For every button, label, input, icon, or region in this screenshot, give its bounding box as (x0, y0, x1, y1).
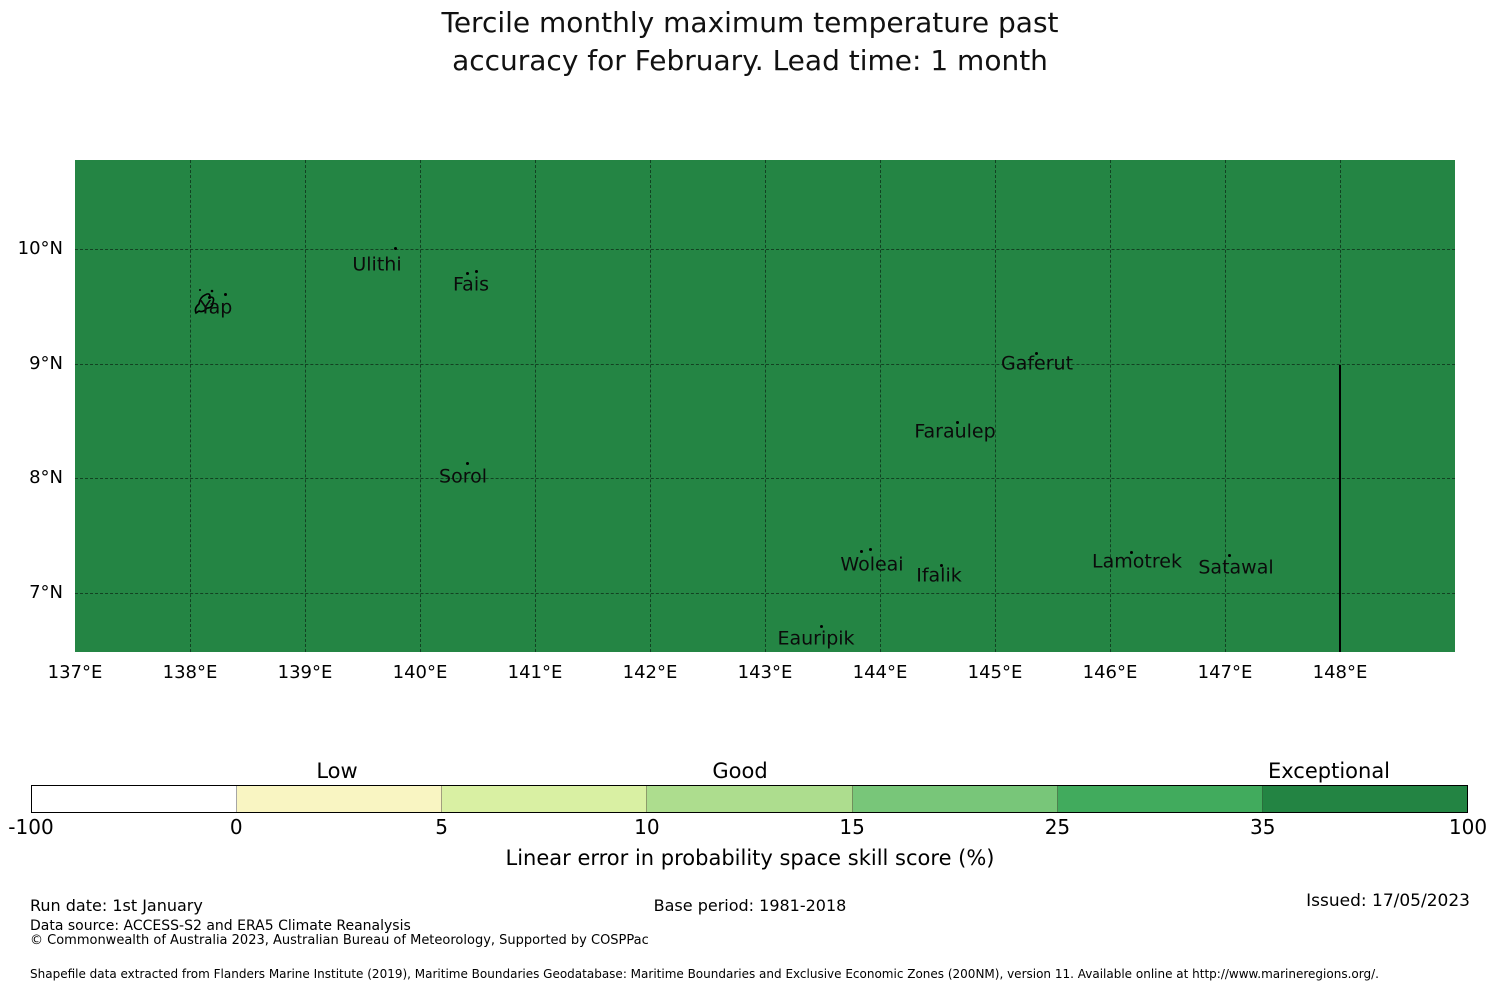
data-source-text: Data source: ACCESS-S2 and ERA5 Climate … (30, 918, 411, 934)
colorbar (31, 785, 1468, 813)
map-gridline-vertical (190, 160, 191, 652)
island-dot (940, 564, 943, 567)
island-dot (820, 625, 823, 628)
island-label: Gaferut (1000, 352, 1074, 375)
colorbar-segment (852, 786, 1058, 812)
island-label: Woleai (840, 553, 904, 576)
lon-tick-label: 146°E (1082, 662, 1138, 683)
colorbar-tick-label: -100 (8, 815, 54, 839)
colorbar-segment (1262, 786, 1467, 812)
lat-tick-label: 10°N (17, 238, 63, 259)
colorbar-category-good: Good (712, 759, 768, 783)
island-label: Yap (199, 296, 233, 319)
colorbar-segment (647, 786, 853, 812)
lon-tick-label: 143°E (737, 662, 793, 683)
colorbar-segment (1057, 786, 1263, 812)
island-dot (869, 548, 872, 551)
base-period-text: Base period: 1981-2018 (653, 896, 847, 915)
lon-tick-label: 142°E (622, 662, 678, 683)
lon-tick-label: 137°E (47, 662, 103, 683)
colorbar-tick-label: 25 (1044, 815, 1071, 839)
colorbar-segment (442, 786, 648, 812)
lon-tick-label: 138°E (162, 662, 218, 683)
island-label: Lamotrek (1092, 550, 1182, 573)
island-dot (1228, 554, 1231, 557)
island-dot (956, 421, 959, 424)
lon-tick-label: 141°E (507, 662, 563, 683)
island-label: Ifalik (916, 564, 962, 587)
map-gridline-vertical (420, 160, 421, 652)
colorbar-tick-label: 10 (634, 815, 660, 839)
lon-tick-label: 140°E (392, 662, 448, 683)
lon-tick-label: 144°E (852, 662, 908, 683)
map-gridline-horizontal (75, 478, 1455, 479)
island-dot (860, 550, 863, 553)
map-gridline-horizontal (75, 593, 1455, 594)
map-gridline-vertical (995, 160, 996, 652)
island-dot (1035, 352, 1038, 355)
map-gridline-vertical (1225, 160, 1226, 652)
lon-tick-label: 139°E (277, 662, 333, 683)
colorbar-tick-label: 5 (435, 815, 448, 839)
lon-tick-label: 147°E (1197, 662, 1253, 683)
map-gridline-horizontal (75, 249, 1455, 250)
lat-tick-label: 8°N (29, 467, 63, 488)
lat-tick-label: 7°N (29, 582, 63, 603)
colorbar-tick-label: 35 (1249, 815, 1276, 839)
island-label: Fais (452, 273, 490, 296)
map-gridline-vertical (1340, 160, 1341, 652)
island-dot (1130, 551, 1133, 554)
map-gridline-vertical (535, 160, 536, 652)
map-gridline-vertical (305, 160, 306, 652)
colorbar-segment (237, 786, 443, 812)
colorbar-tick-label: 100 (1448, 815, 1488, 839)
island-dot (475, 270, 478, 273)
figure-title-line1: Tercile monthly maximum temperature past (441, 6, 1059, 39)
colorbar-tick-label: 0 (229, 815, 243, 839)
colorbar-axis-label: Linear error in probability space skill … (505, 846, 995, 870)
map-gridline-vertical (1110, 160, 1111, 652)
colorbar-category-low: Low (316, 759, 358, 783)
lon-tick-label: 145°E (967, 662, 1023, 683)
run-date-text: Run date: 1st January (30, 896, 203, 915)
colorbar-segment (32, 786, 238, 812)
figure-title-line2: accuracy for February. Lead time: 1 mont… (452, 44, 1048, 77)
island-dot (224, 293, 227, 296)
lat-tick-label: 9°N (29, 353, 63, 374)
island-label: Faraulep (914, 420, 996, 443)
shapefile-attribution-text: Shapefile data extracted from Flanders M… (30, 967, 1379, 981)
island-dot (394, 247, 397, 250)
lon-tick-label: 148°E (1312, 662, 1368, 683)
map-gridline-vertical (650, 160, 651, 652)
copyright-text: © Commonwealth of Australia 2023, Austra… (30, 933, 649, 948)
map-gridline-vertical (880, 160, 881, 652)
colorbar-category-exceptional: Exceptional (1267, 759, 1391, 783)
island-label: Sorol (439, 465, 487, 488)
island-dot (466, 462, 469, 465)
island-label: Ulithi (352, 253, 402, 276)
island-dot (466, 272, 469, 275)
island-label: Satawal (1198, 556, 1274, 579)
map-gridline-horizontal (75, 364, 1455, 365)
colorbar-tick-label: 15 (839, 815, 865, 839)
island-label: Eauripik (777, 627, 855, 650)
island-dot (208, 296, 211, 299)
map-plot-area: Yap Ulithi Fais Sorol Gaferut Faraulep Woleai I… (75, 160, 1455, 652)
issued-date-text: Issued: 17/05/2023 (1306, 891, 1470, 911)
map-gridline-vertical (765, 160, 766, 652)
